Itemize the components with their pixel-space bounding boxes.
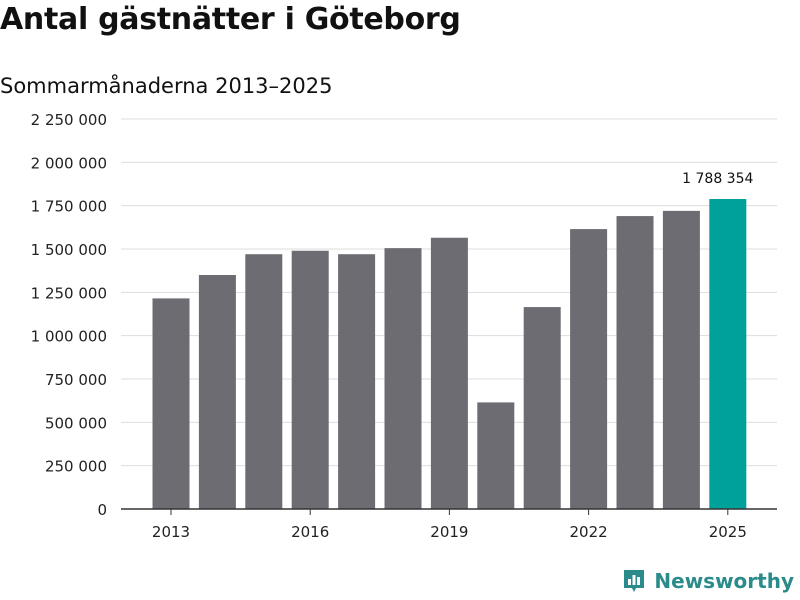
x-tick-label: 2025	[709, 523, 747, 541]
bar-2020	[477, 402, 515, 509]
x-tick-label: 2013	[152, 523, 190, 541]
brand-name: Newsworthy	[654, 569, 794, 593]
x-tick-label: 2019	[430, 523, 468, 541]
bar-2021	[523, 307, 561, 509]
bar-2025	[709, 199, 747, 509]
data-label: 1 788 354	[682, 171, 753, 187]
brand-logo: Newsworthy	[622, 568, 794, 594]
y-tick-label: 500 000	[45, 414, 107, 432]
x-tick-label: 2016	[291, 523, 329, 541]
chart-subtitle: Sommarmånaderna 2013–2025	[0, 74, 333, 98]
bar-2013	[152, 298, 190, 509]
bar-2022	[570, 229, 608, 510]
bar-2015	[245, 254, 283, 509]
bar-2019	[430, 237, 468, 509]
y-tick-label: 2 000 000	[31, 154, 107, 172]
bar-2016	[291, 250, 329, 509]
y-tick-label: 2 250 000	[31, 111, 107, 129]
y-tick-label: 1 250 000	[31, 284, 107, 302]
bar-2017	[338, 254, 376, 509]
newsworthy-logo-icon	[624, 570, 645, 592]
y-tick-label: 250 000	[45, 458, 107, 476]
bar-2023	[616, 216, 654, 510]
y-tick-label: 1 000 000	[31, 328, 107, 346]
y-tick-label: 0	[97, 501, 107, 519]
y-tick-label: 1 750 000	[31, 198, 107, 216]
bar-2018	[384, 248, 422, 509]
y-tick-label: 750 000	[45, 371, 107, 389]
bar-chart: 0 250 000 500 000 750 000 1 000 000 1 250 000…	[31, 111, 777, 541]
y-tick-label: 1 500 000	[31, 241, 107, 259]
bar-2014	[198, 275, 236, 509]
x-tick-label: 2022	[570, 523, 608, 541]
bar-2024	[662, 210, 700, 509]
chart-title: Antal gästnätter i Göteborg	[0, 2, 461, 37]
